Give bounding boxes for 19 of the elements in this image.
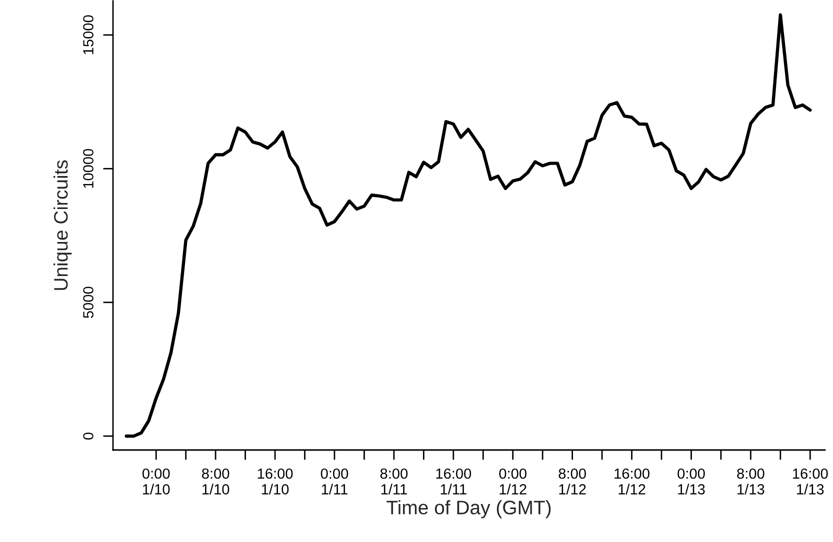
y-axis-title: Unique Circuits: [54, 160, 72, 290]
x-tick-label: 8:00 1/10: [202, 468, 230, 494]
y-tick-label: 10000: [83, 148, 94, 188]
x-tick-label: 16:00 1/10: [258, 468, 293, 494]
x-tick-label: 16:00 1/12: [614, 468, 650, 494]
y-tick-label: 5000: [83, 286, 94, 318]
x-axis-title: Time of Day (GMT): [386, 500, 551, 518]
x-tick-label: 8:00 1/13: [737, 468, 764, 494]
x-tick-label: 0:00 1/12: [499, 468, 526, 494]
x-tick-label: 16:00 1/13: [793, 468, 828, 494]
y-tick-label: 0: [83, 432, 94, 440]
x-tick-label: 16:00 1/11: [436, 468, 472, 494]
x-tick-label: 8:00 1/11: [380, 468, 408, 494]
line-series: [124, 13, 812, 438]
x-tick-label: 8:00 1/12: [558, 468, 586, 494]
x-tick-label: 0:00 1/11: [320, 468, 348, 494]
x-tick-label: 0:00 1/13: [678, 468, 705, 494]
x-tick-label: 0:00 1/10: [142, 468, 170, 494]
y-tick-label: 15000: [83, 15, 94, 54]
